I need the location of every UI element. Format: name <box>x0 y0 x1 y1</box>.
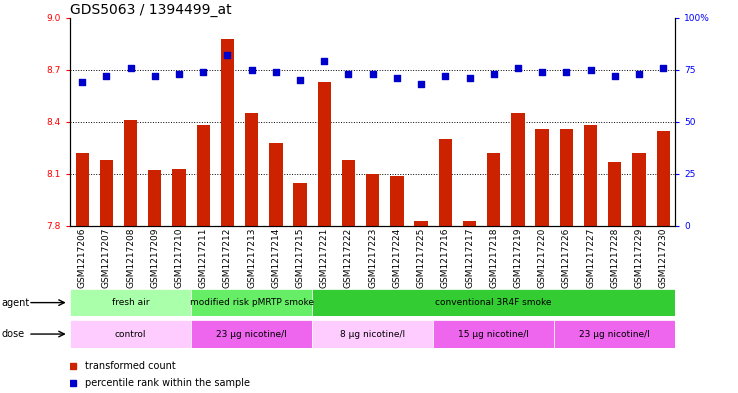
Point <box>342 71 354 77</box>
Bar <box>463 221 476 226</box>
Bar <box>342 160 355 226</box>
Bar <box>75 153 89 226</box>
Bar <box>317 82 331 226</box>
Bar <box>657 130 670 226</box>
Text: 8 μg nicotine/l: 8 μg nicotine/l <box>340 330 405 338</box>
Text: transformed count: transformed count <box>86 361 176 371</box>
Bar <box>536 129 549 226</box>
Point <box>76 79 88 85</box>
Bar <box>608 162 621 226</box>
Point <box>125 64 137 71</box>
Bar <box>632 153 646 226</box>
Bar <box>124 120 137 226</box>
Point <box>658 64 669 71</box>
Text: 15 μg nicotine/l: 15 μg nicotine/l <box>458 330 529 338</box>
Point <box>294 77 306 83</box>
Point <box>100 73 112 79</box>
Bar <box>433 320 554 348</box>
Bar <box>70 289 191 316</box>
Bar <box>438 139 452 226</box>
Point <box>415 81 427 88</box>
Point <box>488 71 500 77</box>
Bar <box>390 176 404 226</box>
Bar <box>559 129 573 226</box>
Text: fresh air: fresh air <box>112 298 149 307</box>
Bar <box>294 183 307 226</box>
Bar <box>221 39 234 226</box>
Text: 23 μg nicotine/l: 23 μg nicotine/l <box>579 330 650 338</box>
Text: dose: dose <box>1 329 24 339</box>
Bar <box>100 160 113 226</box>
Text: agent: agent <box>1 298 30 308</box>
Point <box>197 69 209 75</box>
Bar <box>245 113 258 226</box>
Bar <box>148 171 162 226</box>
Point <box>463 75 475 81</box>
Text: percentile rank within the sample: percentile rank within the sample <box>86 378 250 387</box>
Point <box>367 71 379 77</box>
Text: modified risk pMRTP smoke: modified risk pMRTP smoke <box>190 298 314 307</box>
Point <box>512 64 524 71</box>
Point <box>318 58 330 64</box>
Bar <box>554 320 675 348</box>
Point <box>584 66 596 73</box>
Point <box>149 73 161 79</box>
Text: conventional 3R4F smoke: conventional 3R4F smoke <box>435 298 552 307</box>
Bar <box>366 174 379 226</box>
Bar <box>269 143 283 226</box>
Bar <box>487 153 500 226</box>
Bar <box>511 113 525 226</box>
Bar <box>191 320 312 348</box>
Text: GDS5063 / 1394499_at: GDS5063 / 1394499_at <box>70 3 232 17</box>
Point <box>246 66 258 73</box>
Bar <box>70 320 191 348</box>
Point <box>537 69 548 75</box>
Text: control: control <box>115 330 146 338</box>
Point <box>633 71 645 77</box>
Point <box>391 75 403 81</box>
Point <box>173 71 185 77</box>
Bar <box>191 289 312 316</box>
Bar <box>312 320 433 348</box>
Point <box>609 73 621 79</box>
Bar <box>173 169 186 226</box>
Point <box>560 69 572 75</box>
Bar <box>584 125 597 226</box>
Point <box>439 73 451 79</box>
Point <box>221 52 233 58</box>
Bar <box>312 289 675 316</box>
Bar <box>415 221 428 226</box>
Text: 23 μg nicotine/l: 23 μg nicotine/l <box>216 330 287 338</box>
Bar <box>196 125 210 226</box>
Point <box>270 69 282 75</box>
